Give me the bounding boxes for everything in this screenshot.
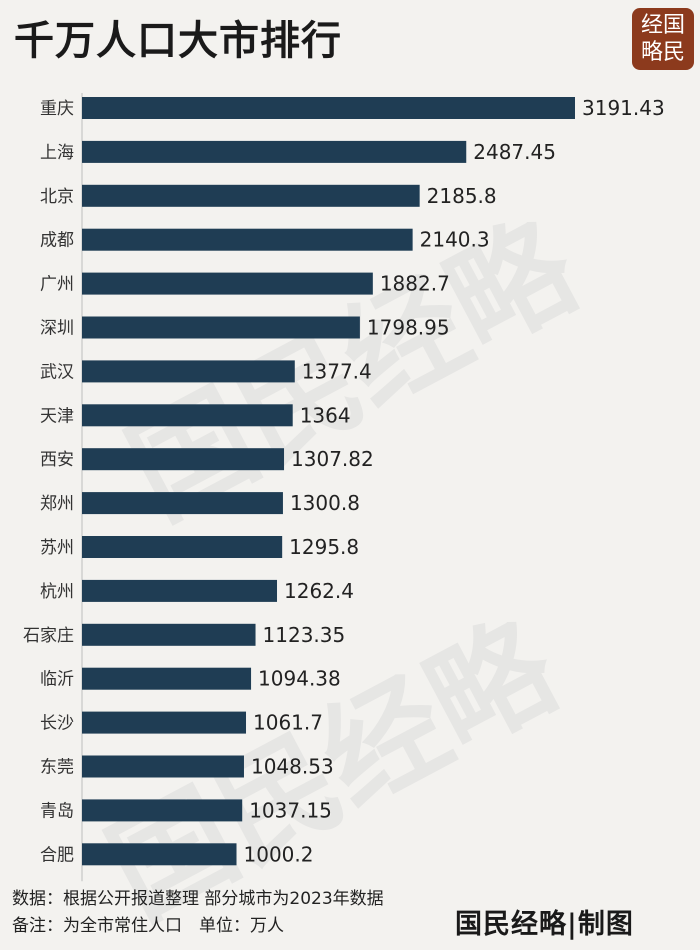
bar xyxy=(82,404,293,427)
value-label: 1882.7 xyxy=(380,272,450,296)
category-label: 广州 xyxy=(40,275,74,295)
category-label: 苏州 xyxy=(40,538,74,558)
category-label: 上海 xyxy=(40,143,74,163)
bar xyxy=(82,536,283,558)
value-label: 1295.8 xyxy=(289,535,359,559)
value-label: 2185.8 xyxy=(427,184,497,208)
value-label: 1798.95 xyxy=(367,316,450,340)
category-label: 合肥 xyxy=(40,845,74,865)
value-label: 1037.15 xyxy=(249,798,332,822)
category-label: 武汉 xyxy=(40,362,74,382)
category-label: 北京 xyxy=(40,187,74,207)
category-label: 重庆 xyxy=(40,99,74,119)
value-label: 1048.53 xyxy=(251,755,334,779)
bar xyxy=(82,843,237,866)
chart-footer: 数据：根据公开报道整理 部分城市为2023年数据 备注：为全市常住人口 单位：万… xyxy=(12,886,384,940)
value-label: 1300.8 xyxy=(290,491,360,515)
unit-note: 备注：为全市常住人口 单位：万人 xyxy=(12,916,284,936)
bar xyxy=(82,316,360,339)
category-label: 西安 xyxy=(40,450,74,470)
brand-logo: 经国 略民 xyxy=(632,8,694,70)
value-label: 1377.4 xyxy=(302,359,372,383)
value-label: 1061.7 xyxy=(253,711,323,735)
category-label: 杭州 xyxy=(40,582,74,602)
value-label: 1094.38 xyxy=(258,667,341,691)
category-label: 成都 xyxy=(40,231,74,251)
bar xyxy=(82,711,247,734)
chart-title: 千万人口大市排行 xyxy=(14,18,342,64)
category-label: 深圳 xyxy=(40,319,74,339)
category-label: 东莞 xyxy=(40,758,74,778)
category-label: 长沙 xyxy=(40,714,74,734)
value-label: 1364 xyxy=(300,403,351,427)
bar xyxy=(82,448,285,471)
data-source-note: 数据：根据公开报道整理 部分城市为2023年数据 xyxy=(12,889,384,909)
category-label: 石家庄 xyxy=(23,626,74,646)
category-label: 郑州 xyxy=(40,494,74,514)
bar xyxy=(82,360,295,383)
bar xyxy=(82,623,256,646)
category-label: 临沂 xyxy=(40,670,74,690)
category-label: 天津 xyxy=(40,406,74,426)
value-label: 1262.4 xyxy=(284,579,354,603)
bar xyxy=(82,579,278,602)
value-label: 2487.45 xyxy=(473,140,556,164)
bar xyxy=(82,140,467,163)
bar xyxy=(82,272,373,295)
bar xyxy=(82,755,244,778)
bar xyxy=(82,228,413,251)
category-label: 青岛 xyxy=(40,801,74,821)
bar xyxy=(82,492,283,515)
value-label: 1307.82 xyxy=(291,447,374,471)
bar xyxy=(82,184,420,207)
value-label: 1123.35 xyxy=(263,623,346,647)
value-label: 2140.3 xyxy=(420,228,490,252)
bar xyxy=(82,667,252,690)
bar xyxy=(82,799,243,822)
brand-credit: 国民经略|制图 xyxy=(455,909,634,940)
bar xyxy=(82,97,575,119)
value-label: 3191.43 xyxy=(582,96,665,120)
value-label: 1000.2 xyxy=(244,842,314,866)
